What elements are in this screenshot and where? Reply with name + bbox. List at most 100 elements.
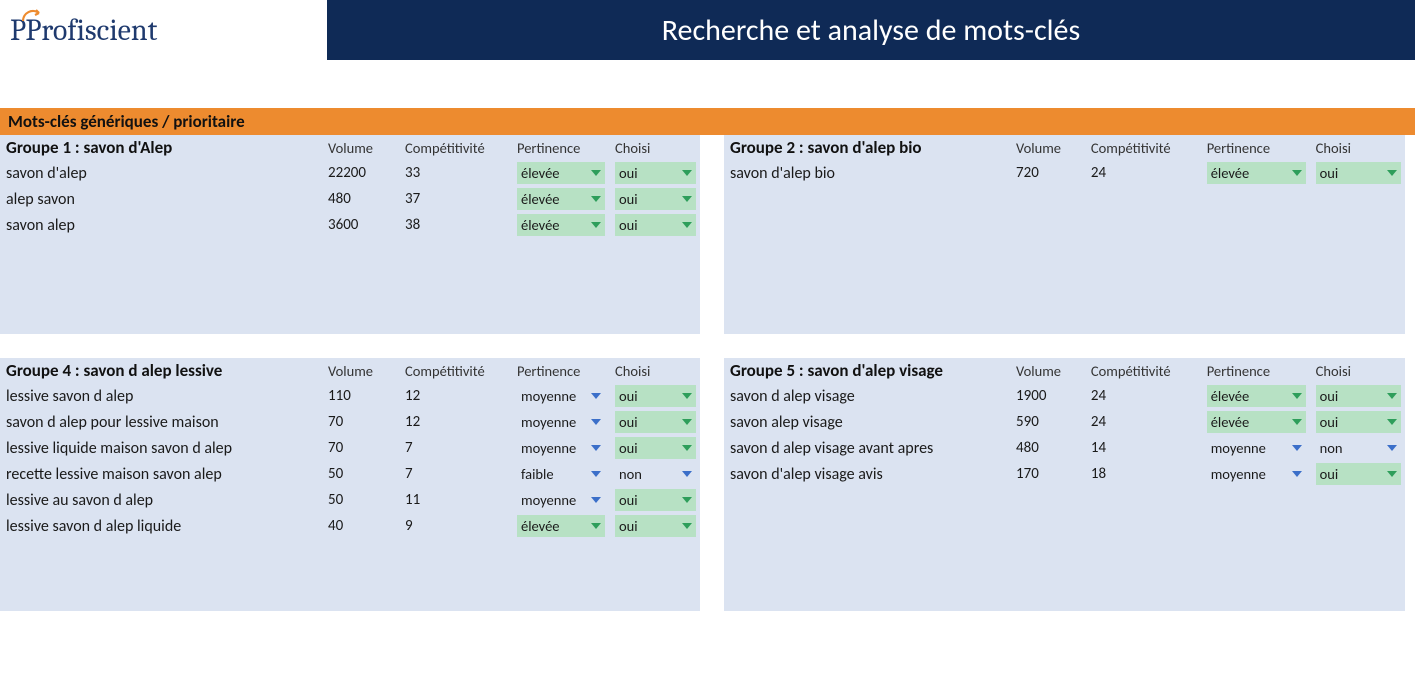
pertinence-cell: moyenne <box>1201 461 1310 487</box>
keyword-cell: lessive savon d alep liquide <box>0 513 322 539</box>
choisi-cell: oui <box>609 212 700 238</box>
dropdown-cell[interactable]: oui <box>615 411 696 433</box>
dropdown-cell[interactable]: moyenne <box>1207 463 1306 485</box>
dropdown-cell[interactable]: oui <box>1316 411 1401 433</box>
table-row: savon d'alep bio 720 24 élevée oui <box>724 160 1405 186</box>
pertinence-cell: élevée <box>511 186 609 212</box>
table-row <box>724 487 1405 511</box>
volume-cell: 50 <box>322 487 399 513</box>
table-row <box>724 559 1405 583</box>
pertinence-cell: moyenne <box>511 383 609 409</box>
dropdown-cell[interactable]: faible <box>517 463 605 485</box>
dropdown-value: oui <box>619 387 638 405</box>
dropdown-cell[interactable]: élevée <box>517 162 605 184</box>
dropdown-value: moyenne <box>521 439 576 457</box>
table-row: savon d alep visage 1900 24 élevée oui <box>724 383 1405 409</box>
dropdown-cell[interactable]: oui <box>615 437 696 459</box>
dropdown-value: moyenne <box>521 491 576 509</box>
table-row: savon d alep pour lessive maison 70 12 m… <box>0 409 700 435</box>
dropdown-value: oui <box>619 413 638 431</box>
dropdown-cell[interactable]: oui <box>615 515 696 537</box>
panels-row-top: Groupe 1 : savon d'Alep Volume Compétiti… <box>0 135 1415 334</box>
dropdown-cell[interactable]: moyenne <box>517 385 605 407</box>
choisi-cell: oui <box>609 487 700 513</box>
keyword-table: Groupe 1 : savon d'Alep Volume Compétiti… <box>0 135 700 334</box>
dropdown-value: faible <box>521 465 554 483</box>
competitivite-cell: 37 <box>399 186 511 212</box>
pertinence-cell: élevée <box>511 160 609 186</box>
col-choisi: Choisi <box>609 135 700 160</box>
keyword-group-panel: Groupe 2 : savon d'alep bio Volume Compé… <box>724 135 1405 334</box>
chevron-down-icon <box>591 196 601 202</box>
dropdown-value: oui <box>619 439 638 457</box>
table-row: savon alep visage 590 24 élevée oui <box>724 409 1405 435</box>
choisi-cell: oui <box>609 160 700 186</box>
dropdown-cell[interactable]: élevée <box>1207 162 1306 184</box>
volume-cell: 1900 <box>1010 383 1085 409</box>
table-row: lessive liquide maison savon d alep 70 7… <box>0 435 700 461</box>
dropdown-cell[interactable]: moyenne <box>517 411 605 433</box>
volume-cell: 3600 <box>322 212 399 238</box>
dropdown-value: oui <box>1320 413 1339 431</box>
keyword-cell: savon d'alep visage avis <box>724 461 1010 487</box>
choisi-cell: non <box>1310 435 1405 461</box>
dropdown-cell[interactable]: oui <box>1316 385 1401 407</box>
table-row: savon d'alep 22200 33 élevée oui <box>0 160 700 186</box>
logo-arc-icon <box>22 9 42 23</box>
col-volume: Volume <box>1010 135 1085 160</box>
chevron-down-icon <box>682 393 692 399</box>
dropdown-cell[interactable]: élevée <box>1207 385 1306 407</box>
group-title: Groupe 4 : savon d alep lessive <box>0 358 322 383</box>
table-row: lessive savon d alep liquide 40 9 élevée… <box>0 513 700 539</box>
spacer <box>0 334 1415 358</box>
dropdown-cell[interactable]: non <box>615 463 696 485</box>
section-title: Mots-clés génériques / prioritaire <box>0 108 1415 135</box>
dropdown-value: non <box>1320 439 1343 457</box>
group-title: Groupe 2 : savon d'alep bio <box>724 135 1010 160</box>
dropdown-cell[interactable]: élevée <box>517 214 605 236</box>
col-competitivite: Compétitivité <box>1085 135 1201 160</box>
col-competitivite: Compétitivité <box>1085 358 1201 383</box>
table-row: alep savon 480 37 élevée oui <box>0 186 700 212</box>
pertinence-cell: moyenne <box>511 435 609 461</box>
col-volume: Volume <box>1010 358 1085 383</box>
chevron-down-icon <box>591 393 601 399</box>
table-row: lessive au savon d alep 50 11 moyenne ou… <box>0 487 700 513</box>
dropdown-cell[interactable]: oui <box>1316 463 1401 485</box>
dropdown-cell[interactable]: oui <box>615 188 696 210</box>
competitivite-cell: 24 <box>1085 160 1201 186</box>
volume-cell: 170 <box>1010 461 1085 487</box>
chevron-down-icon <box>682 497 692 503</box>
dropdown-cell[interactable]: non <box>1316 437 1401 459</box>
dropdown-cell[interactable]: moyenne <box>517 437 605 459</box>
chevron-down-icon <box>1387 419 1397 425</box>
dropdown-cell[interactable]: oui <box>615 385 696 407</box>
col-choisi: Choisi <box>609 358 700 383</box>
table-header-row: Groupe 1 : savon d'Alep Volume Compétiti… <box>0 135 700 160</box>
chevron-down-icon <box>1387 445 1397 451</box>
table-row <box>724 511 1405 535</box>
competitivite-cell: 24 <box>1085 383 1201 409</box>
volume-cell: 70 <box>322 435 399 461</box>
dropdown-cell[interactable]: oui <box>615 162 696 184</box>
dropdown-cell[interactable]: élevée <box>517 515 605 537</box>
dropdown-cell[interactable]: moyenne <box>517 489 605 511</box>
keyword-cell: savon d alep visage avant apres <box>724 435 1010 461</box>
col-competitivite: Compétitivité <box>399 135 511 160</box>
choisi-cell: oui <box>1310 409 1405 435</box>
dropdown-cell[interactable]: oui <box>1316 162 1401 184</box>
dropdown-cell[interactable]: oui <box>615 489 696 511</box>
competitivite-cell: 24 <box>1085 409 1201 435</box>
competitivite-cell: 7 <box>399 435 511 461</box>
table-row <box>724 210 1405 234</box>
col-pertinence: Pertinence <box>511 358 609 383</box>
dropdown-cell[interactable]: oui <box>615 214 696 236</box>
dropdown-cell[interactable]: élevée <box>517 188 605 210</box>
table-row: savon d'alep visage avis 170 18 moyenne … <box>724 461 1405 487</box>
keyword-cell: lessive liquide maison savon d alep <box>0 435 322 461</box>
chevron-down-icon <box>682 196 692 202</box>
dropdown-cell[interactable]: élevée <box>1207 411 1306 433</box>
col-pertinence: Pertinence <box>1201 135 1310 160</box>
dropdown-cell[interactable]: moyenne <box>1207 437 1306 459</box>
chevron-down-icon <box>1292 393 1302 399</box>
